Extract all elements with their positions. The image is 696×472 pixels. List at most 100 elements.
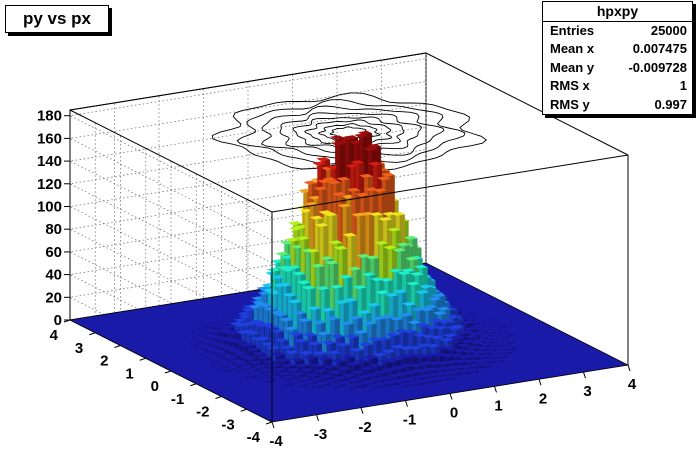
bar-top-face <box>324 378 339 383</box>
bar-top-face <box>392 248 406 252</box>
x-tick-label: 1 <box>494 397 502 414</box>
x-tick-mark <box>271 421 275 429</box>
bar-top-face <box>442 374 457 379</box>
bar-top-face <box>305 248 320 253</box>
bar-top-face <box>328 370 343 375</box>
x-tick-label: 4 <box>628 376 637 393</box>
bar-top-face <box>315 286 330 290</box>
bar-top-face <box>493 353 508 358</box>
bar-top-face <box>348 315 363 320</box>
bar-top-face <box>270 329 284 333</box>
bar-top-face <box>323 364 338 369</box>
bar-top-face <box>357 310 372 314</box>
bar-front-face <box>348 386 358 390</box>
bar-top-face <box>267 363 282 368</box>
bar-top-face <box>346 187 361 192</box>
bar-top-face <box>466 354 481 358</box>
bar-top-face <box>501 345 516 350</box>
bar-top-face <box>383 245 398 250</box>
bar-top-face <box>365 372 379 377</box>
bar-top-face <box>315 381 330 385</box>
y-tick-mark <box>114 345 121 348</box>
bar-top-face <box>355 192 370 197</box>
bar-top-face <box>415 379 430 383</box>
bar-top-face <box>349 347 364 352</box>
bar-top-face <box>487 320 502 325</box>
bar-top-face <box>436 306 451 311</box>
bar-top-face <box>313 351 328 355</box>
bar-top-face <box>440 353 455 358</box>
bar-front-face <box>245 376 255 380</box>
bar-top-face <box>389 316 404 321</box>
bar-top-face <box>256 336 271 341</box>
bar-top-face <box>489 357 504 362</box>
bar-top-face <box>253 364 268 369</box>
bar-top-face <box>418 284 433 289</box>
bar-front-face <box>498 355 508 359</box>
bar-top-face <box>276 358 291 362</box>
x-tick-label: -4 <box>269 433 283 450</box>
bar-top-face <box>446 325 461 330</box>
contour-line <box>260 105 445 160</box>
bar-top-face <box>286 265 301 270</box>
bar-top-face <box>403 329 418 334</box>
bar-top-face <box>430 335 444 340</box>
bar-top-face <box>500 338 514 343</box>
lego-bar <box>498 332 513 338</box>
bar-top-face <box>401 268 415 273</box>
lego-bar <box>343 383 358 390</box>
y-tick-label: 4 <box>50 327 59 344</box>
frame-edge <box>271 154 629 213</box>
bar-top-face <box>456 343 471 348</box>
contour-line <box>236 99 466 165</box>
bar-top-face <box>363 355 378 360</box>
bar-top-face <box>325 316 340 321</box>
bar-top-face <box>298 318 312 322</box>
bar-top-face <box>407 380 421 385</box>
bar-top-face <box>266 267 281 272</box>
bar-front-face <box>297 384 307 388</box>
bar-top-face <box>390 212 405 216</box>
bar-top-face <box>279 317 293 322</box>
bar-top-face <box>464 367 479 372</box>
bar-top-face <box>224 355 239 360</box>
bar-top-face <box>220 362 235 367</box>
bar-top-face <box>380 172 395 177</box>
bar-top-face <box>313 186 328 191</box>
bar-top-face <box>247 347 262 352</box>
bar-top-face <box>458 320 473 325</box>
x-tick-mark <box>583 371 586 379</box>
bar-top-face <box>463 326 478 331</box>
bar-top-face <box>362 321 377 325</box>
bar-front-face <box>420 381 430 385</box>
stats-value: 1 <box>679 78 687 94</box>
box-frame <box>69 52 629 422</box>
bar-top-face <box>277 282 292 287</box>
bar-top-face <box>395 242 410 247</box>
bar-top-face <box>378 217 393 221</box>
bar-top-face <box>350 160 365 165</box>
lego-bar <box>292 382 307 388</box>
bar-top-face <box>282 292 297 297</box>
x-tick-mark <box>316 414 319 422</box>
bar-front-face <box>469 370 479 374</box>
stats-label: Mean x <box>550 41 595 57</box>
bar-top-face <box>273 312 288 317</box>
bar-top-face <box>332 192 347 196</box>
bar-top-face <box>400 363 415 368</box>
bar-top-face <box>347 377 362 382</box>
lego-bar <box>493 353 508 359</box>
z-tick-label: 60 <box>45 244 62 261</box>
bar-top-face <box>322 177 337 182</box>
bar-top-face <box>404 256 419 261</box>
bar-top-face <box>372 352 387 357</box>
bar-top-face <box>438 337 453 342</box>
x-tick-label: -1 <box>403 412 416 429</box>
bar-top-face <box>309 363 324 368</box>
bar-front-face <box>371 386 381 390</box>
bar-top-face <box>493 329 508 334</box>
x-tick-mark <box>494 386 497 393</box>
bar-top-face <box>301 379 316 384</box>
bar-top-face <box>370 277 385 282</box>
bar-top-face <box>414 368 429 373</box>
